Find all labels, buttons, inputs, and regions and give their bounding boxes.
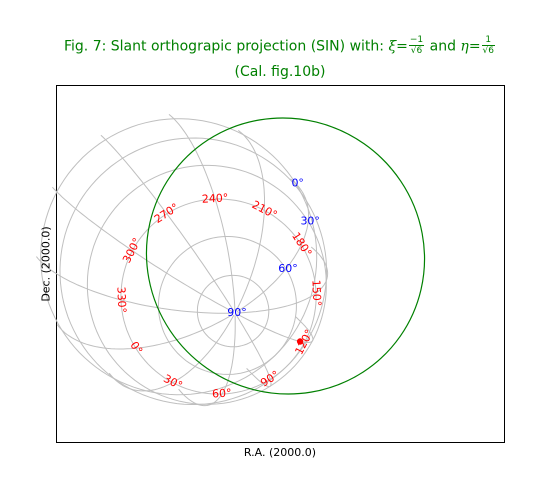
dec-label-90: 90° [227, 306, 247, 319]
projection-border [145, 117, 426, 395]
ra-label-0: 0° [127, 339, 145, 357]
ra-label-330: 330° [114, 286, 128, 313]
ra-gridline [56, 313, 234, 350]
ra-gridline [235, 130, 265, 312]
ra-gridline [236, 313, 314, 343]
graticule [36, 114, 329, 407]
sky-border [145, 117, 426, 395]
ra-gridline [36, 256, 233, 314]
x-axis-label: R.A. (2000.0) [243, 446, 317, 459]
eta-numerator: 1 [481, 35, 496, 46]
ra-gridline [178, 315, 236, 407]
title-and: and [425, 38, 461, 55]
ra-gridline [52, 186, 234, 313]
eta-denominator: √6 [482, 46, 495, 56]
xi-denominator: √6 [410, 46, 423, 56]
xi-fraction: −1 √6 [408, 35, 425, 56]
dec-label-30: 30° [300, 215, 320, 228]
plot-frame [56, 85, 505, 443]
xi-symbol: ξ [388, 38, 397, 55]
y-axis-label: Dec. (2000.0) [39, 226, 53, 302]
ra-marker-point [296, 338, 304, 345]
chart-subtitle: (Cal. fig.10b) [234, 64, 326, 80]
ra-label-240: 240° [202, 191, 229, 205]
ra-gridline [237, 246, 329, 314]
ra-gridline [108, 314, 235, 392]
ra-label-60: 60° [212, 386, 232, 400]
ra-label-150: 150° [309, 280, 323, 307]
dec-label-60: 60° [278, 262, 298, 275]
eta-symbol: η [460, 38, 469, 55]
ra-gridline [168, 114, 236, 311]
title-prefix: Fig. 7: Slant orthograpic projection (SI… [63, 38, 389, 55]
eta-fraction: 1 √6 [481, 35, 496, 56]
ra-gridline [236, 178, 310, 313]
ra-gridline [100, 134, 235, 312]
dec-label-0: 0° [291, 177, 304, 190]
chart-title: Fig. 7: Slant orthograpic projection (SI… [63, 35, 496, 56]
xi-numerator: −1 [408, 35, 425, 46]
ra-gridline [235, 314, 272, 388]
